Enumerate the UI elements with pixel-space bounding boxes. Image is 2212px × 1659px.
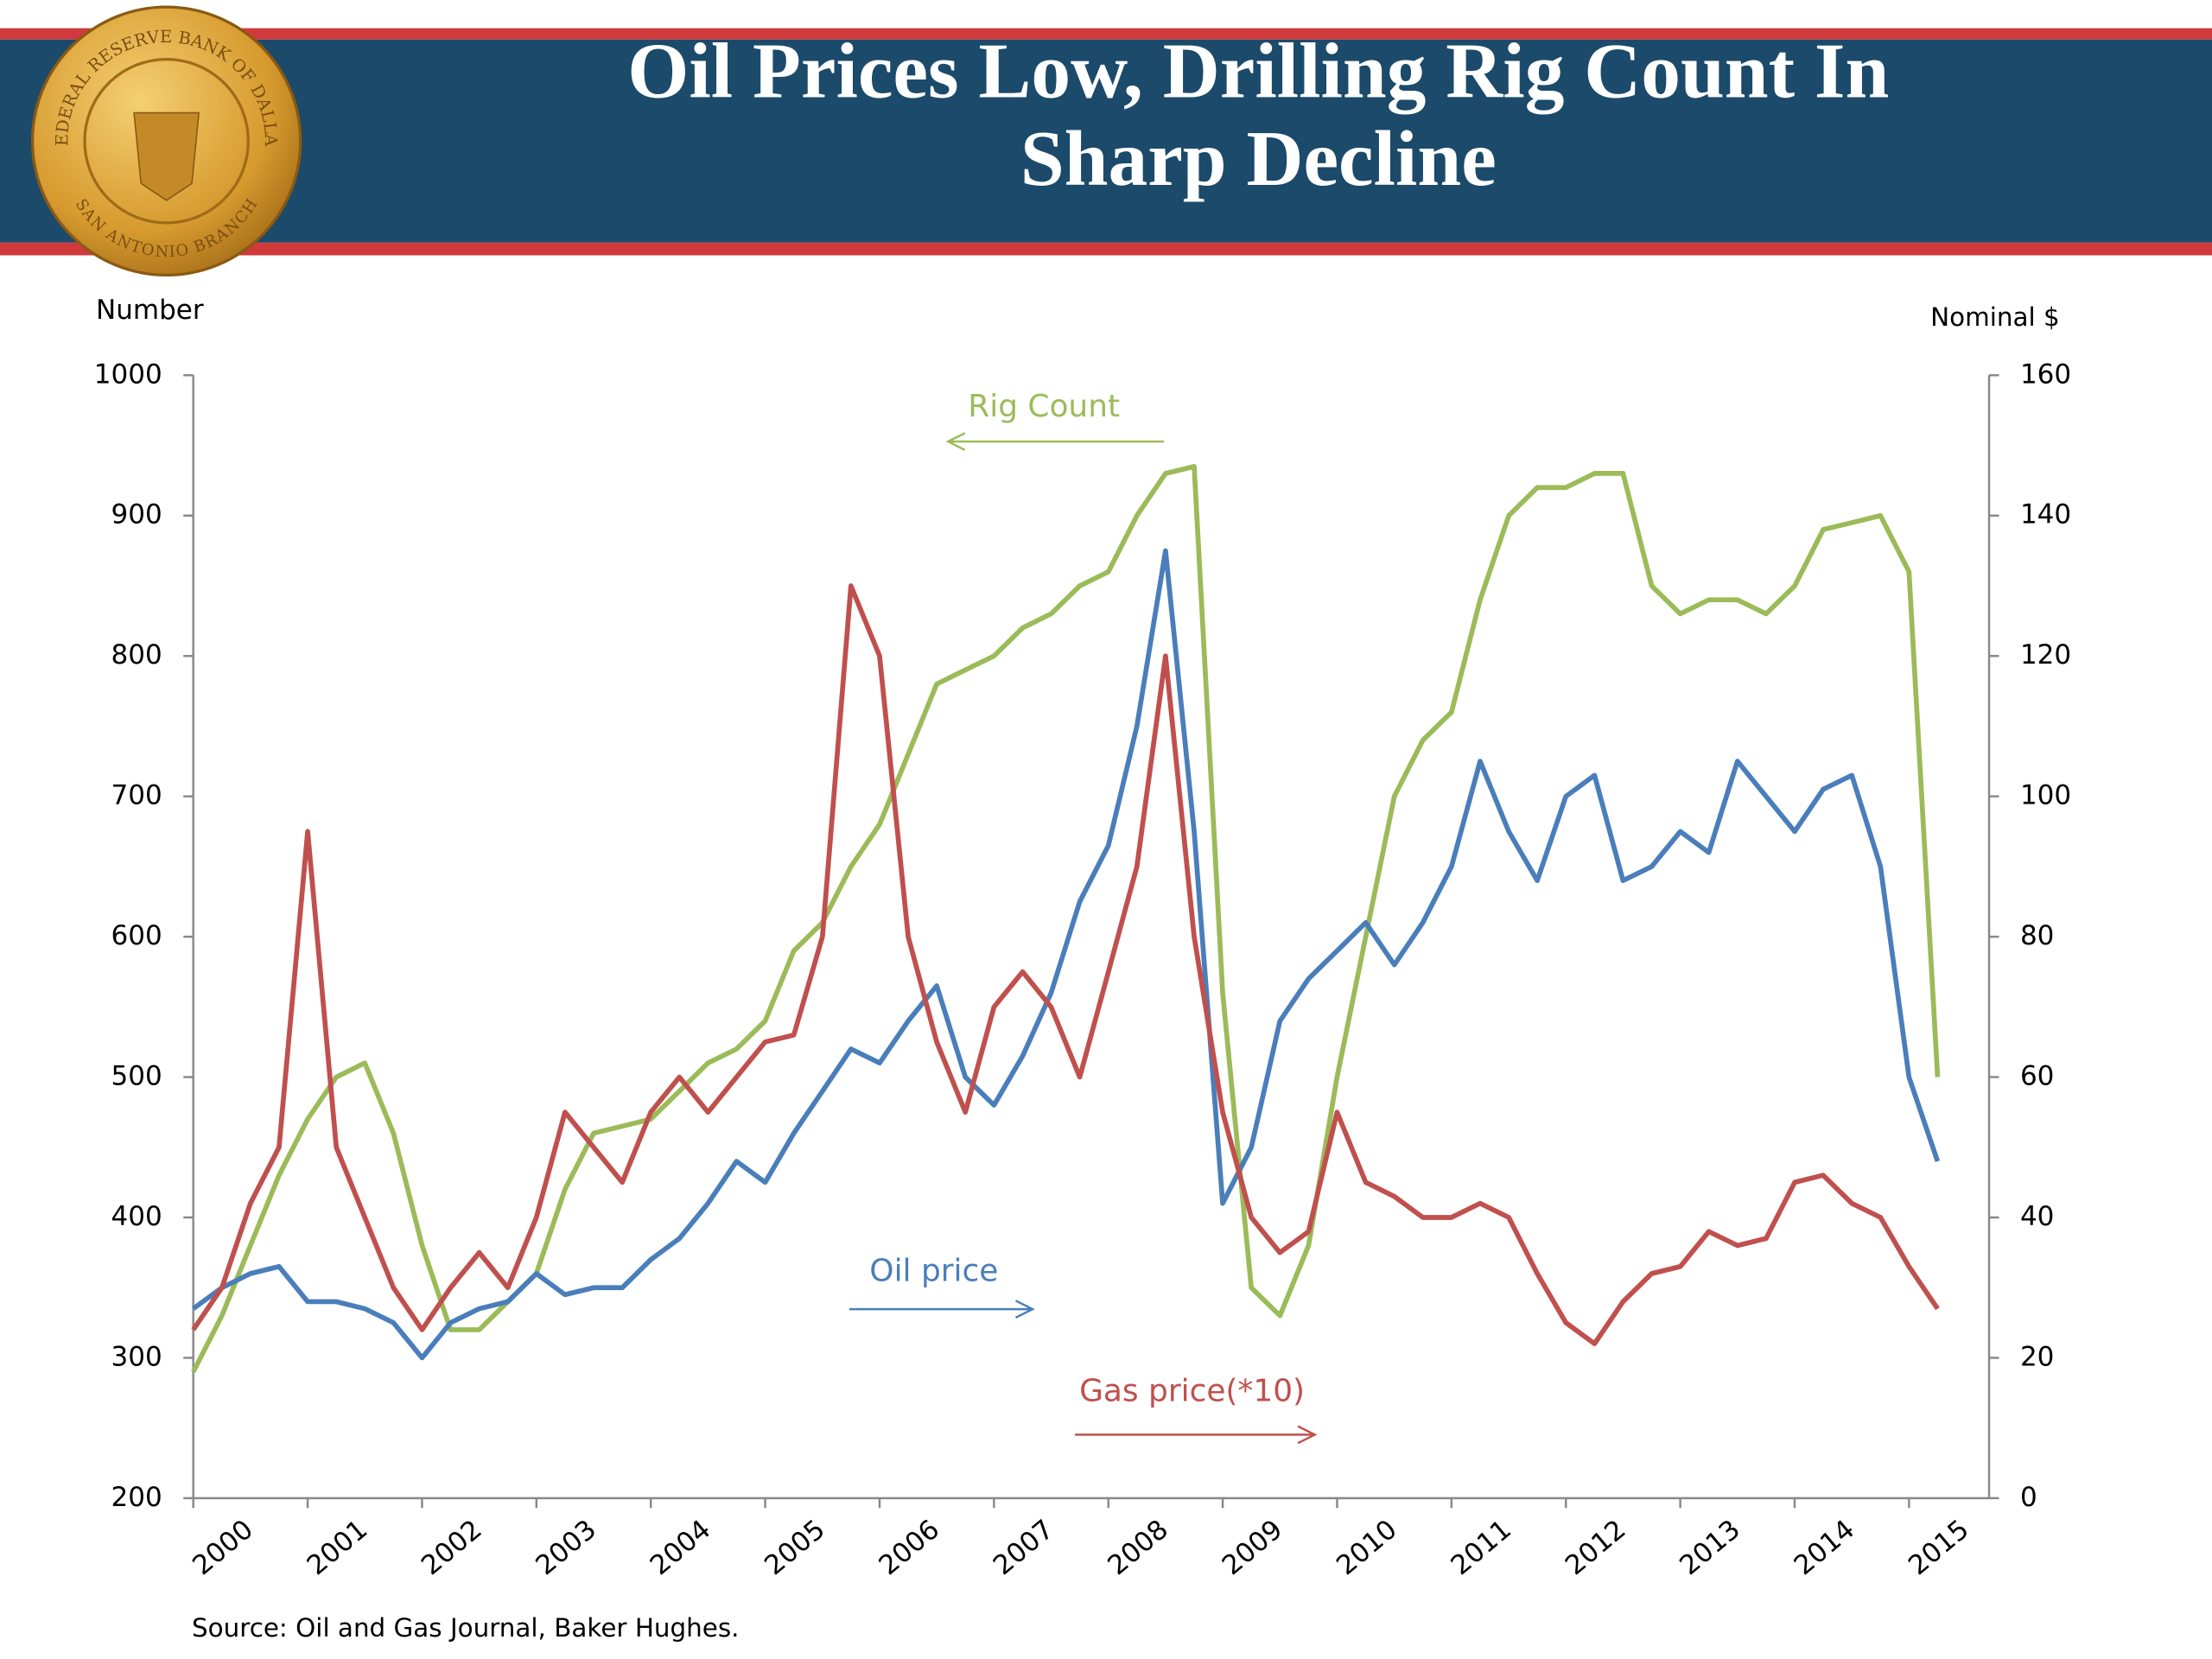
y2-tick-label: 40 [2020, 1201, 2054, 1232]
y2-tick-label: 20 [2020, 1341, 2054, 1372]
header-stripe [0, 242, 2212, 256]
x-tick-label: 2013 [1674, 1514, 1746, 1581]
y2-tick-label: 0 [2020, 1482, 2037, 1513]
y-tick-label: 900 [111, 499, 162, 531]
series-line [191, 464, 1941, 1374]
x-tick-label: 2000 [187, 1514, 259, 1581]
y2-tick-label: 160 [2020, 359, 2071, 390]
y2-axis-label: Nominal $ [1930, 302, 2060, 332]
y2-tick-label: 140 [2020, 499, 2071, 531]
title-line: Oil Prices Low, Drilling Rig Count In [627, 28, 1889, 115]
series-line [191, 548, 1941, 1361]
y-tick-label: 700 [111, 780, 162, 811]
y-axis-label: Number [96, 295, 204, 326]
x-tick-label: 2014 [1789, 1514, 1861, 1581]
y-tick-label: 300 [111, 1341, 162, 1372]
x-tick-label: 2008 [1102, 1514, 1174, 1581]
series-label: Gas price(*10) [1079, 1373, 1305, 1408]
x-tick-label: 2005 [759, 1514, 831, 1581]
y-tick-label: 1000 [94, 359, 162, 390]
source-note: Source: Oil and Gas Journal, Baker Hughe… [192, 1613, 739, 1643]
series-arrow [1075, 1425, 1318, 1445]
x-tick-label: 2001 [302, 1514, 374, 1581]
title-line: Sharp Decline [1020, 115, 1497, 202]
x-tick-label: 2011 [1445, 1514, 1517, 1581]
series-label: Rig Count [968, 389, 1120, 424]
y2-tick-label: 100 [2020, 780, 2071, 811]
y2-tick-label: 80 [2020, 920, 2054, 951]
y-tick-label: 200 [111, 1482, 162, 1513]
header-band [0, 39, 2212, 243]
x-tick-label: 2012 [1560, 1514, 1632, 1581]
x-tick-label: 2015 [1903, 1514, 1975, 1581]
x-tick-label: 2006 [874, 1514, 946, 1581]
chart-title: Oil Prices Low, Drilling Rig Count In Sha… [627, 28, 1889, 202]
y2-tick-label: 120 [2020, 639, 2071, 671]
series-label: Oil price [869, 1254, 998, 1289]
x-tick-label: 2007 [988, 1514, 1060, 1581]
header-stripe [0, 28, 2212, 40]
series-line [191, 583, 1940, 1346]
y-tick-label: 800 [111, 639, 162, 671]
x-tick-label: 2009 [1217, 1514, 1289, 1581]
y-tick-label: 400 [111, 1201, 162, 1232]
x-tick-label: 2002 [416, 1514, 488, 1581]
y2-tick-label: 60 [2020, 1061, 2054, 1092]
x-tick-label: 2010 [1331, 1514, 1403, 1581]
y-tick-label: 600 [111, 920, 162, 951]
series-arrow [849, 1300, 1035, 1319]
y-tick-label: 500 [111, 1061, 162, 1092]
series-arrow [945, 432, 1164, 451]
x-tick-label: 2004 [645, 1514, 717, 1581]
x-tick-label: 2003 [530, 1514, 602, 1581]
